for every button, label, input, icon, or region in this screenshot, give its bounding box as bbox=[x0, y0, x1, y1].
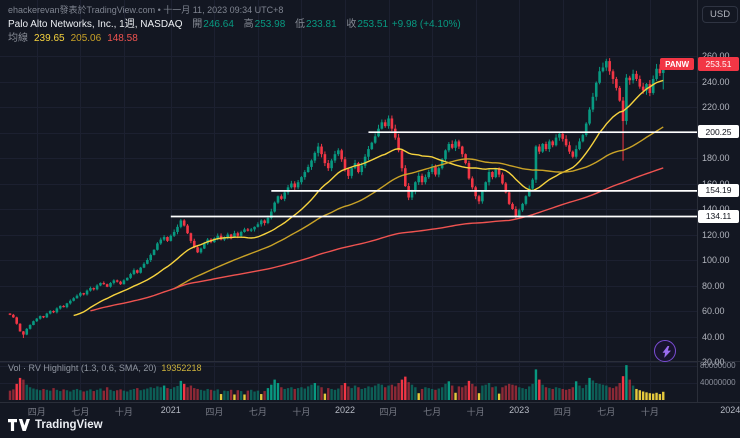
price-tick-label: 160.00 bbox=[702, 179, 730, 189]
price-tick-label: 240.00 bbox=[702, 76, 730, 87]
price-tick-label: 140.00 bbox=[702, 204, 730, 214]
currency-button[interactable]: USD bbox=[702, 6, 739, 23]
volume-tick-label: 40000000 bbox=[700, 378, 736, 387]
attribution: ehackerevan發表於TradingView.com • 十一月 11, … bbox=[8, 5, 284, 15]
time-tick-label: 2023 bbox=[509, 405, 530, 415]
time-tick-label: 七月 bbox=[71, 407, 90, 417]
volume-indicator-title: Vol · RV Highlight (1.3, 0.6, SMA, 20) bbox=[8, 363, 157, 373]
price-tick-label: 40.00 bbox=[702, 331, 725, 342]
last-price-badge: 253.51 bbox=[698, 57, 739, 72]
level-price-badge: 134.11 bbox=[698, 209, 739, 223]
price-tick-label: 260.00 bbox=[702, 51, 730, 61]
price-tick-label: 220.00 bbox=[702, 102, 730, 112]
ma-label: 均線 bbox=[8, 33, 28, 44]
symbol-title[interactable]: Palo Alto Networks, Inc., 1週, NASDAQ bbox=[8, 19, 183, 30]
ma-value-3: 148.58 bbox=[107, 33, 138, 44]
ohlc-open-value: 246.64 bbox=[203, 19, 234, 30]
time-tick-label: 十月 bbox=[114, 407, 133, 417]
level-price-badge: 200.25 bbox=[698, 125, 739, 139]
time-tick-label: 十月 bbox=[292, 407, 311, 417]
ohlc-high-value: 253.98 bbox=[254, 19, 286, 30]
price-tick-label: 120.00 bbox=[702, 229, 730, 240]
price-tick-label: 20.00 bbox=[702, 357, 725, 367]
time-tick-label: 四月 bbox=[553, 407, 572, 417]
ma-value-2: 205.06 bbox=[70, 33, 102, 44]
ma-legend: 均線 239.65 205.06 148.58 bbox=[8, 29, 138, 44]
price-tick-label: 60.00 bbox=[702, 306, 725, 316]
ohlc-open-label: 開 bbox=[192, 19, 203, 30]
volume-value: 19352218 bbox=[161, 363, 202, 373]
time-axis[interactable]: 四月 七月 十月 2021 四月 七月 十月 2022 四月 七月 十月 2023 四月 七月 十月 2024 bbox=[0, 402, 740, 418]
ohlc-close-label: 收 bbox=[346, 19, 357, 30]
ohlc-close-value: 253.51 bbox=[357, 19, 389, 30]
price-axis[interactable]: 260.00240.00220.00200.00180.00160.00140.… bbox=[697, 0, 740, 402]
time-tick-label: 2022 bbox=[334, 405, 356, 415]
ohlc-low-label: 低 bbox=[295, 19, 306, 30]
symbol-price-label: PANW bbox=[660, 58, 694, 71]
time-tick-label: 四月 bbox=[379, 407, 398, 417]
time-tick-label: 七月 bbox=[597, 407, 616, 417]
tradingview-logo[interactable]: TradingView bbox=[8, 419, 103, 431]
price-tick-label: 180.00 bbox=[702, 153, 730, 163]
time-tick-label: 七月 bbox=[248, 407, 267, 417]
ohlc-high-label: 高 bbox=[243, 19, 254, 30]
volume-tick-label: 80000000 bbox=[700, 361, 736, 370]
tradingview-icon bbox=[8, 419, 30, 431]
price-tick-label: 100.00 bbox=[702, 255, 730, 265]
time-tick-label: 2024 bbox=[720, 405, 740, 415]
boost-button[interactable] bbox=[654, 340, 676, 362]
time-tick-label: 2021 bbox=[160, 405, 181, 415]
ma-value-1: 239.65 bbox=[34, 33, 65, 44]
level-price-badge: 154.19 bbox=[698, 183, 739, 197]
time-tick-label: 七月 bbox=[423, 407, 442, 417]
time-tick-label: 十月 bbox=[640, 407, 659, 417]
symbol-legend: Palo Alto Networks, Inc., 1週, NASDAQ 開24… bbox=[8, 15, 461, 30]
time-tick-label: 四月 bbox=[27, 407, 46, 417]
volume-indicator-legend[interactable]: Vol · RV Highlight (1.3, 0.6, SMA, 20) 19… bbox=[8, 363, 201, 373]
tradingview-wordmark: TradingView bbox=[35, 419, 103, 431]
price-tick-label: 80.00 bbox=[702, 280, 725, 291]
ohlc-change: +9.98 (+4.10%) bbox=[391, 19, 461, 30]
ohlc-low-value: 233.81 bbox=[306, 19, 337, 30]
time-tick-label: 四月 bbox=[205, 407, 224, 417]
lightning-icon bbox=[662, 345, 671, 358]
time-tick-label: 十月 bbox=[466, 407, 485, 417]
